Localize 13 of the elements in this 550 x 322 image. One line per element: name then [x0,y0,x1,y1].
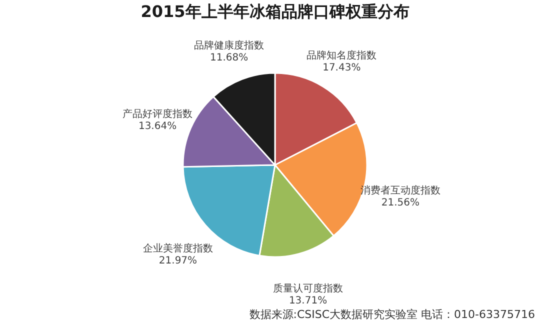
data-label: 13.64% [138,121,177,132]
data-label: 13.71% [288,296,328,307]
data-label: 21.97% [158,255,198,266]
slice-label: 企业美誉度指数 [142,242,213,254]
data-label: 17.43% [322,62,361,74]
data-label: 11.68% [210,52,248,64]
data-label: 21.56% [381,198,420,209]
slice-label: 质量认可度指数 [273,282,344,295]
slice-label: 产品好评度指数 [122,108,193,120]
slice-label: 品牌知名度指数 [306,50,377,62]
slice-label: 品牌健康度指数 [194,40,264,52]
chart-title: 2015年上半年冰箱品牌口碑权重分布 [140,2,410,21]
source-note: 数据来源:CSISC大数据研究实验室 电话：010-63375716 [249,308,535,321]
